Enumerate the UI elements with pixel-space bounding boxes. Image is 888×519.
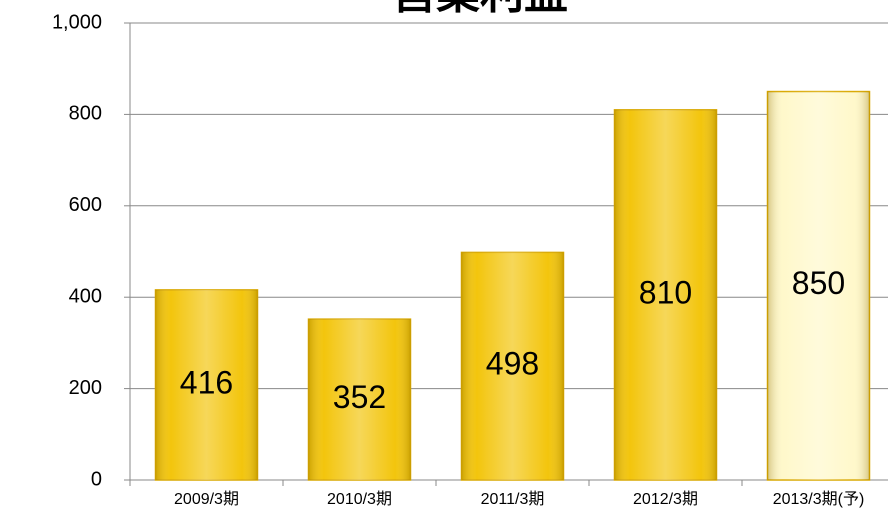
bar-shine	[461, 252, 564, 480]
x-tick-label: 2010/3期	[327, 490, 392, 508]
x-tick-label: 2013/3期(予)	[773, 490, 865, 508]
x-tick-label: 2012/3期	[633, 490, 698, 508]
y-tick-label: 400	[69, 285, 102, 307]
bar-shine	[155, 289, 258, 480]
y-tick-label: 200	[69, 377, 102, 399]
y-tick-label: 800	[69, 103, 102, 125]
data-label: 416	[180, 364, 233, 400]
y-tick-label: 1,000	[52, 11, 102, 33]
bar-shine	[614, 109, 717, 480]
data-label: 352	[333, 379, 386, 415]
data-label: 810	[639, 274, 692, 310]
y-tick-label: 600	[69, 194, 102, 216]
bar-shine	[308, 319, 411, 480]
y-tick-label: 0	[91, 468, 102, 490]
data-label: 850	[792, 265, 845, 301]
x-tick-label: 2011/3期	[481, 490, 545, 508]
x-tick-label: 2009/3期	[174, 490, 239, 508]
data-label: 498	[486, 346, 539, 382]
bar-shine	[767, 91, 870, 481]
chart-title: 営業利益	[392, 0, 568, 18]
